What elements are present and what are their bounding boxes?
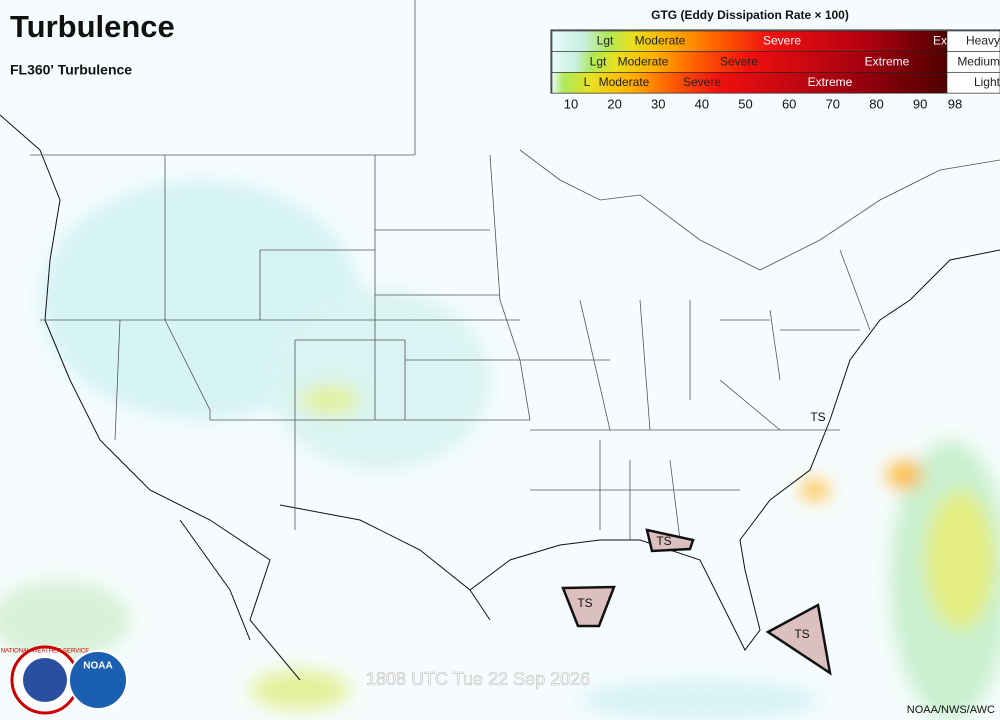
legend-tick: 30 (651, 96, 665, 111)
legend-tick: 80 (869, 96, 883, 111)
storm-label: TS (577, 596, 592, 610)
legend-label: Lgt (597, 34, 614, 48)
legend-tick: 98 (948, 96, 962, 111)
legend-title: GTG (Eddy Dissipation Rate × 100) (651, 8, 849, 22)
noaa-logo-text: NOAA (83, 661, 112, 672)
legend-tick: 90 (913, 96, 927, 111)
legend-label: Severe (683, 75, 721, 89)
legend-tick: 60 (782, 96, 796, 111)
turbulence-field (0, 180, 1000, 720)
map-lines (0, 0, 1000, 681)
legend-tick: 40 (695, 96, 709, 111)
legend-tick: 10 (564, 96, 578, 111)
legend-cell (946, 72, 1000, 94)
nws-logo-text: NATIONAL WEATHER SERVICE (1, 649, 89, 655)
legend-label: Lgt (590, 54, 607, 68)
legend-label: Moderate (635, 34, 686, 48)
legend-label: Ex (933, 34, 947, 48)
legend-label: Extreme (865, 54, 910, 68)
credit: NOAA/NWS/AWC (907, 704, 995, 716)
legend-label: Severe (763, 34, 801, 48)
aircraft-label: Heavy (966, 34, 1000, 48)
thunderstorm-areas (561, 528, 832, 676)
timestamp: 1808 UTC Tue 22 Sep 2026 (366, 669, 590, 689)
aircraft-label: Medium (957, 54, 1000, 68)
legend-tick: 50 (738, 96, 752, 111)
legend-tick: 20 (607, 96, 621, 111)
storm-label: TS (794, 627, 809, 641)
aircraft-label: Light (974, 75, 1000, 89)
legend-label: Moderate (618, 54, 669, 68)
legend-label: L (584, 75, 591, 89)
logos: NATIONAL WEATHER SERVICE NOAA (1, 645, 128, 715)
legend-label: Moderate (599, 75, 650, 89)
title: Turbulence (10, 9, 175, 44)
subtitle: FL360' Turbulence (10, 62, 132, 78)
legend-label: Extreme (808, 75, 853, 89)
storm-label: TS (810, 410, 825, 424)
storm-label: TS (656, 534, 671, 548)
legend-label: Severe (720, 54, 758, 68)
legend-tick: 70 (826, 96, 840, 111)
